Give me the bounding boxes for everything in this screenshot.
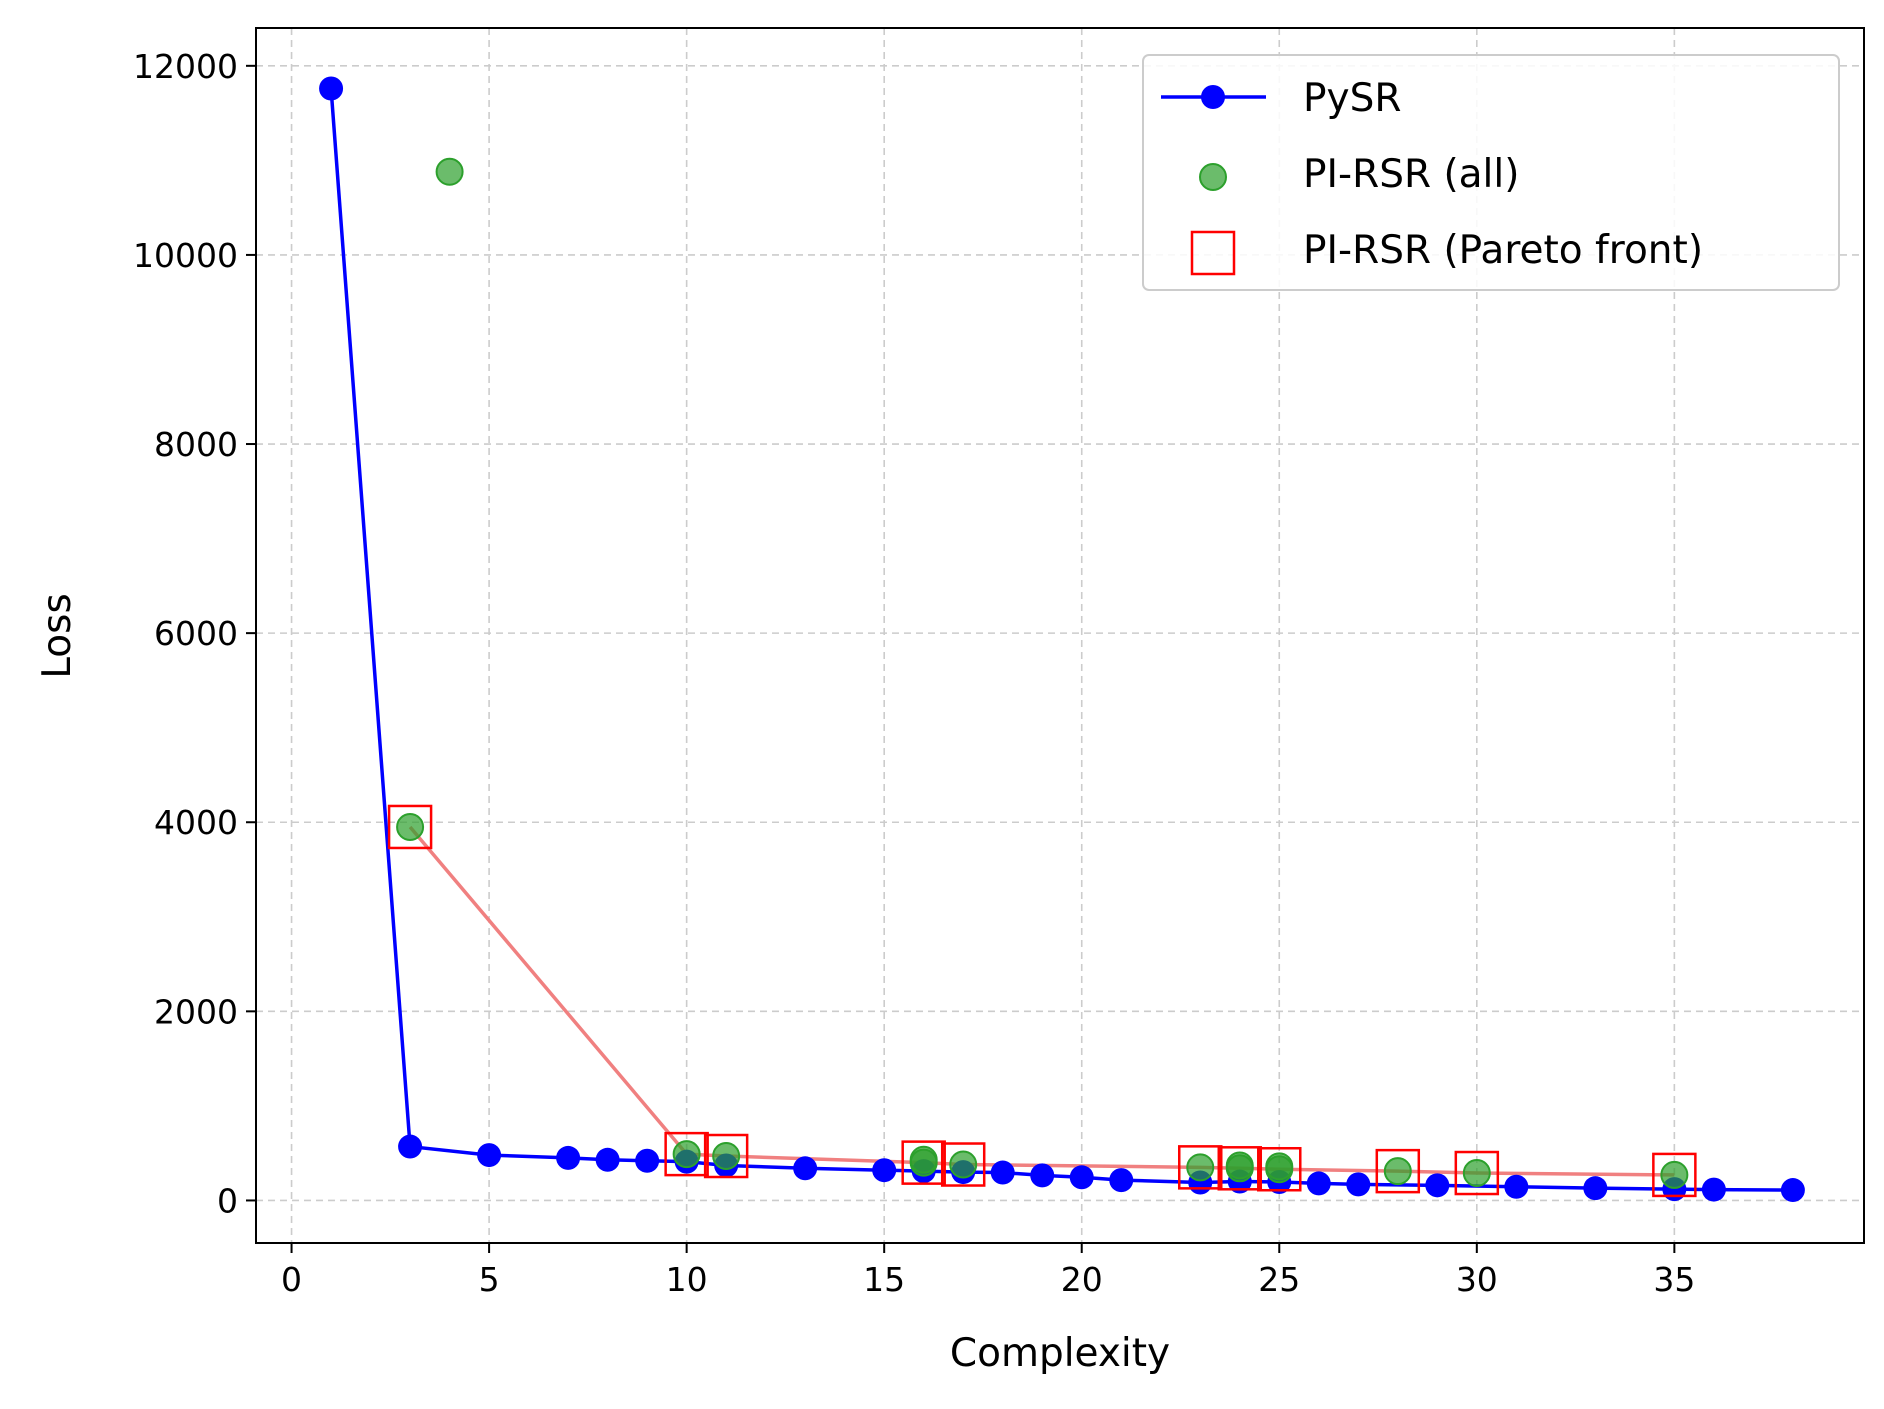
pi-rsr-all-point bbox=[1186, 1153, 1215, 1182]
pi-rsr-pareto-marker bbox=[1454, 1150, 1500, 1196]
y-tick-label: 4000 bbox=[154, 803, 238, 842]
legend: PySR PI-RSR (all) PI-RSR (Pareto front) bbox=[1142, 54, 1840, 291]
pysr-point bbox=[398, 1134, 423, 1159]
pi-rsr-pareto-marker bbox=[901, 1140, 946, 1185]
pysr-point bbox=[1780, 1178, 1805, 1203]
pysr-point bbox=[1306, 1171, 1331, 1196]
pi-rsr-pareto-marker bbox=[940, 1142, 986, 1187]
pi-rsr-all-point bbox=[1225, 1154, 1254, 1183]
legend-box bbox=[1142, 54, 1840, 291]
legend-label: PI-RSR (Pareto front) bbox=[1303, 228, 1703, 273]
legend-pi-rsr-pareto-marker bbox=[1190, 230, 1236, 276]
x-tick-label: 35 bbox=[1653, 1260, 1695, 1299]
y-tick-label: 12000 bbox=[133, 47, 238, 86]
legend-label: PySR bbox=[1303, 76, 1401, 121]
pi-rsr-pareto-marker bbox=[1178, 1145, 1223, 1190]
pi-rsr-all-point bbox=[672, 1140, 701, 1169]
x-tick-label: 20 bbox=[1061, 1260, 1103, 1299]
pysr-point bbox=[556, 1145, 581, 1170]
pi-rsr-pareto-marker bbox=[387, 804, 433, 850]
y-tick-label: 0 bbox=[217, 1181, 238, 1220]
tick-layer: 0 5 10 15 20 25 30 35 0 2000 4000 6000 8000 10000 1200… bbox=[133, 47, 1695, 1299]
pysr-point bbox=[1109, 1168, 1134, 1193]
legend-pysr-marker bbox=[1201, 85, 1225, 109]
pysr-point bbox=[990, 1160, 1015, 1185]
pysr-point bbox=[872, 1158, 897, 1183]
pysr-point bbox=[477, 1143, 502, 1168]
pi-rsr-all-point bbox=[949, 1150, 978, 1179]
y-axis-label: Loss bbox=[35, 593, 80, 679]
pysr-point bbox=[1583, 1176, 1608, 1201]
pi-rsr-pareto-marker bbox=[664, 1131, 709, 1177]
pi-rsr-all-point bbox=[1383, 1157, 1412, 1186]
y-tick-label: 6000 bbox=[154, 614, 238, 653]
pi-rsr-all-point bbox=[396, 812, 425, 841]
pysr-point bbox=[1346, 1172, 1371, 1197]
pi-rsr-pareto-marker bbox=[1375, 1148, 1421, 1194]
pi-rsr-all-point bbox=[1265, 1155, 1294, 1184]
x-axis-label: Complexity bbox=[950, 1331, 1170, 1376]
pi-rsr-all-point bbox=[1660, 1160, 1689, 1189]
series-layer bbox=[319, 76, 1805, 1203]
pysr-point bbox=[595, 1147, 620, 1172]
pi-rsr-pareto-marker bbox=[1257, 1146, 1302, 1192]
x-tick-label: 15 bbox=[863, 1260, 905, 1299]
x-tick-label: 0 bbox=[281, 1260, 302, 1299]
pysr-point bbox=[1069, 1165, 1094, 1190]
x-tick-label: 5 bbox=[479, 1260, 500, 1299]
pysr-point bbox=[1030, 1163, 1055, 1188]
grid-layer bbox=[256, 28, 1864, 1243]
pysr-point bbox=[1701, 1177, 1726, 1202]
pi-rsr-all-point bbox=[712, 1142, 741, 1171]
plot-frame bbox=[255, 27, 1865, 1244]
pi-rsr-pareto-marker bbox=[1652, 1152, 1697, 1198]
y-tick-label: 10000 bbox=[133, 236, 238, 275]
x-tick-label: 25 bbox=[1258, 1260, 1300, 1299]
pysr-point bbox=[635, 1148, 660, 1173]
pysr-point bbox=[1504, 1174, 1529, 1199]
x-tick-label: 10 bbox=[666, 1260, 708, 1299]
pi-rsr-all-point bbox=[1462, 1159, 1491, 1188]
legend-pi-rsr-all-marker bbox=[1199, 163, 1227, 191]
pi-rsr-all-point bbox=[909, 1148, 938, 1177]
pi-rsr-pareto-marker bbox=[1217, 1146, 1263, 1191]
y-tick-label: 8000 bbox=[154, 425, 238, 464]
pareto-front-line bbox=[408, 825, 1675, 1177]
pysr-point bbox=[319, 76, 344, 101]
pysr-point bbox=[793, 1156, 818, 1181]
y-tick-label: 2000 bbox=[154, 992, 238, 1031]
pi-rsr-all-point bbox=[435, 157, 464, 186]
x-tick-label: 30 bbox=[1456, 1260, 1498, 1299]
legend-label: PI-RSR (all) bbox=[1303, 152, 1519, 197]
pysr-point bbox=[1425, 1173, 1450, 1198]
pi-rsr-pareto-marker bbox=[703, 1133, 749, 1179]
